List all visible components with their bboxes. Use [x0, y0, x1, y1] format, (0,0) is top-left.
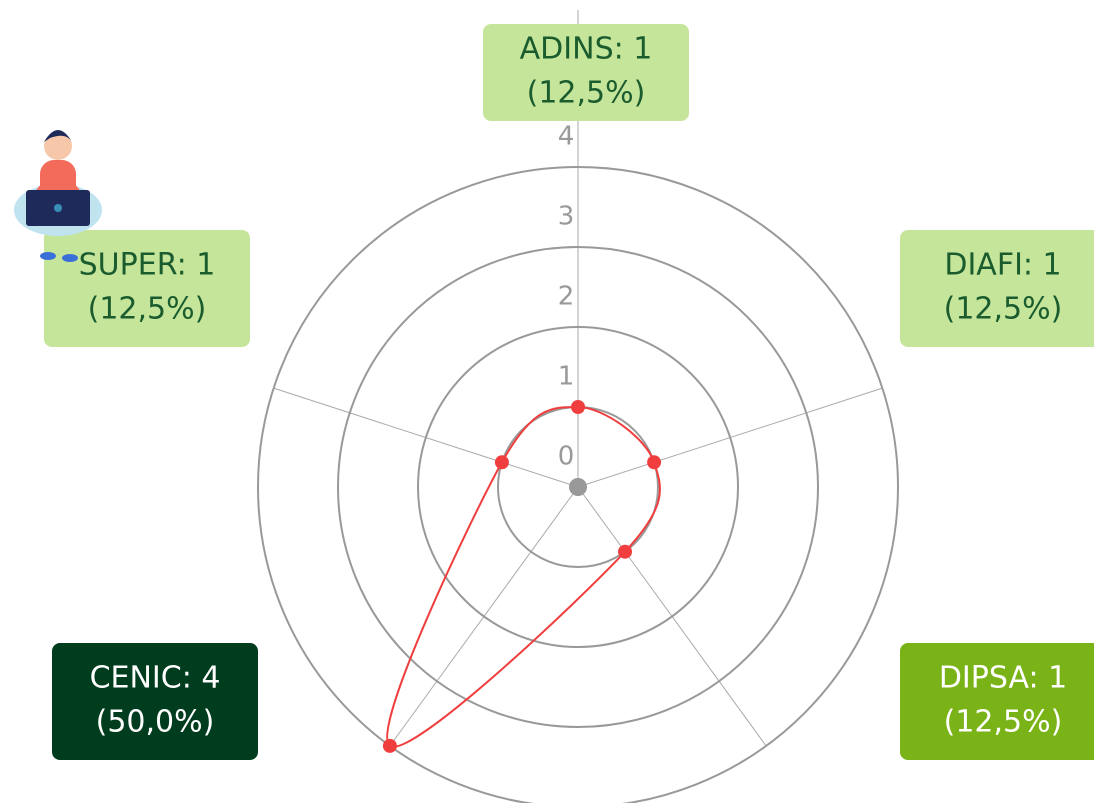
percent-label: (12,5%) [944, 705, 1063, 740]
label-box-bg [900, 230, 1094, 347]
r-tick-label: 2 [558, 282, 575, 312]
radar-line [386, 405, 661, 748]
label-box-bg [44, 230, 250, 347]
r-tick-label: 1 [558, 362, 575, 392]
label-box: DIPSA: 1 (12,5%) [900, 643, 1094, 760]
value-label: DIAFI: 1 [944, 248, 1061, 283]
percent-label: (12,5%) [88, 292, 207, 327]
label-box: ADINS: 1 (12,5%) [483, 24, 689, 121]
percent-label: (12,5%) [527, 76, 646, 111]
radar-point [618, 544, 633, 559]
grid-ring [337, 246, 819, 728]
value-label: CENIC: 4 [90, 661, 221, 696]
grid-ring [417, 326, 739, 648]
label-box-bg [900, 643, 1094, 760]
label-box-bg [52, 643, 258, 760]
center-dot [569, 478, 587, 496]
grid-ring [257, 166, 899, 803]
label-box: SUPER: 1 (12,5%) [44, 230, 250, 347]
radar-point [647, 455, 662, 470]
person-illustration [14, 130, 102, 262]
radar-point [494, 455, 509, 470]
label-box-bg [483, 24, 689, 121]
label-box: CENIC: 4 (50,0%) [52, 643, 258, 760]
radar-point [382, 738, 397, 753]
r-tick-label: 3 [558, 202, 575, 232]
value-label: DIPSA: 1 [939, 661, 1067, 696]
percent-label: (12,5%) [944, 292, 1063, 327]
value-label: ADINS: 1 [520, 32, 653, 67]
label-box: DIAFI: 1 (12,5%) [900, 230, 1094, 347]
value-label: SUPER: 1 [79, 248, 216, 283]
r-tick-label: 4 [558, 122, 575, 152]
radar-point [571, 400, 585, 414]
percent-label: (50,0%) [96, 705, 215, 740]
r-tick-label: 0 [558, 442, 575, 472]
